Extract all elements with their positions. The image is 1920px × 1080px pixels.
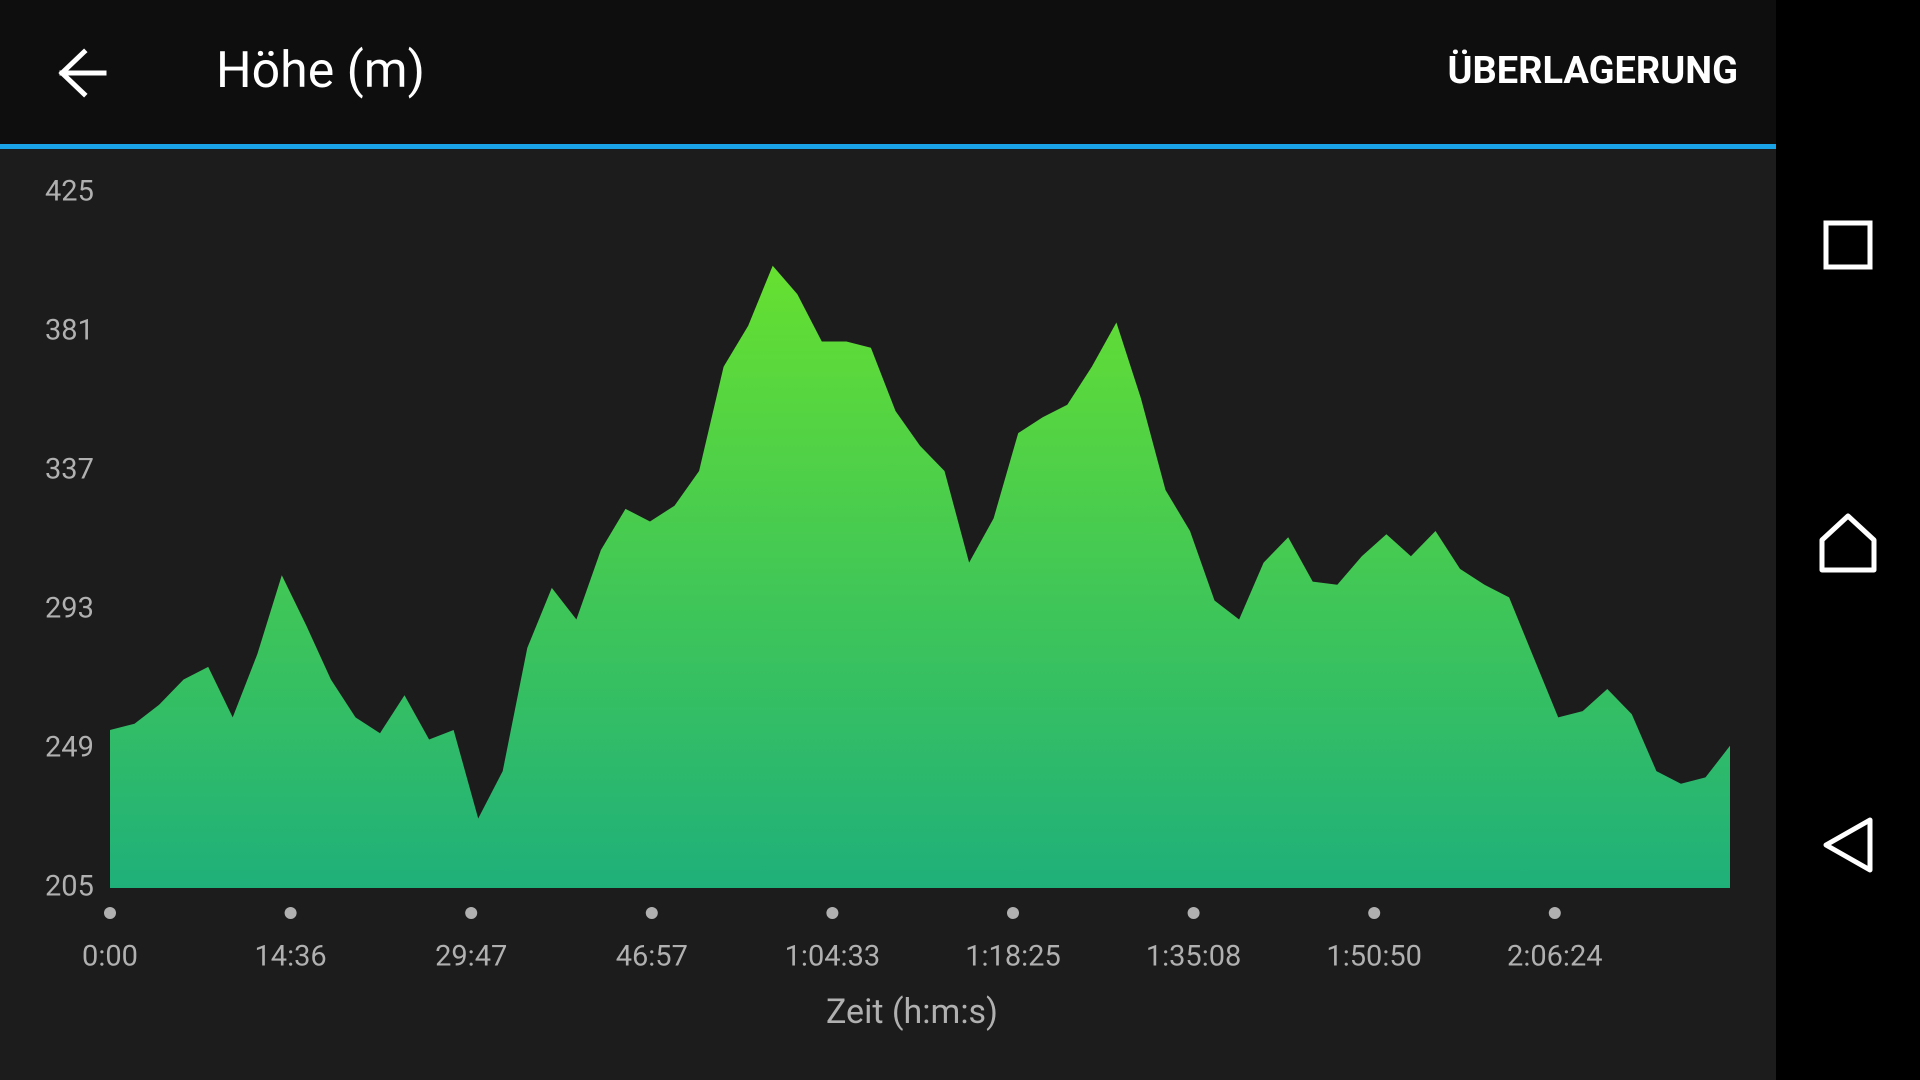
x-tick-dot <box>645 907 658 919</box>
y-tick-label: 337 <box>45 453 94 487</box>
y-tick-label: 249 <box>45 731 94 765</box>
x-tick-label: 29:47 <box>435 940 507 974</box>
x-tick-dot <box>104 907 116 919</box>
x-tick-label: 1:35:08 <box>1146 940 1242 974</box>
back-nav-button[interactable] <box>1823 817 1873 873</box>
app-bar-accent <box>0 144 1776 149</box>
x-tick-label: 0:00 <box>82 940 138 974</box>
nav-bar <box>1776 0 1920 1080</box>
x-tick-dot <box>465 907 478 919</box>
overlay-button[interactable]: ÜBERLAGERUNG <box>1447 48 1738 93</box>
x-tick-dot <box>1368 907 1381 919</box>
x-tick-dot <box>284 907 297 919</box>
x-tick-label: 1:04:33 <box>785 940 881 974</box>
x-tick-dot <box>1007 907 1019 919</box>
x-tick-dot <box>1548 907 1561 919</box>
x-axis-label: Zeit (h:m:s) <box>826 992 998 1032</box>
x-tick-label: 2:06:24 <box>1507 940 1603 974</box>
app-bar <box>0 0 1776 144</box>
y-tick-label: 425 <box>45 175 94 209</box>
home-button[interactable] <box>1819 513 1877 573</box>
y-tick-label: 293 <box>45 592 94 626</box>
screen-title: Höhe (m) <box>216 42 425 100</box>
x-tick-dot <box>1187 907 1200 919</box>
x-tick-label: 46:57 <box>616 940 688 974</box>
x-tick-label: 14:36 <box>254 940 326 974</box>
y-tick-label: 205 <box>45 870 94 904</box>
recents-button[interactable] <box>1823 220 1873 270</box>
x-tick-label: 1:18:25 <box>965 940 1061 974</box>
elevation-area <box>110 265 1730 888</box>
y-tick-label: 381 <box>45 314 94 348</box>
x-tick-label: 1:50:50 <box>1326 940 1422 974</box>
x-tick-dot <box>826 907 839 919</box>
back-button[interactable] <box>58 48 107 98</box>
